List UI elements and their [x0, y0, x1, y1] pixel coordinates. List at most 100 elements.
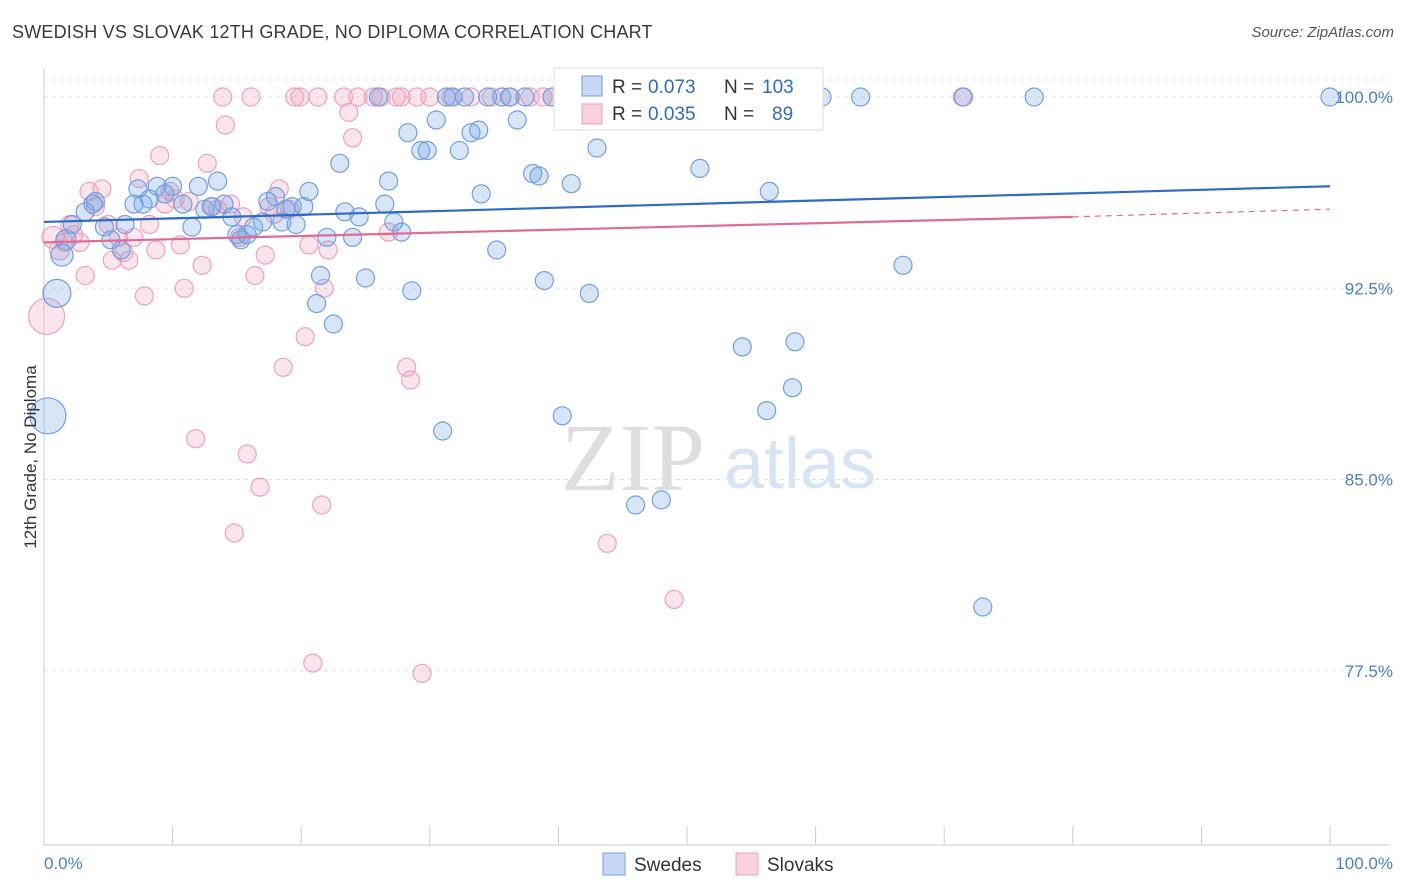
trend-lines [43, 185, 1331, 244]
y-tick-label-0: 100.0% [1335, 88, 1393, 107]
slovaks-point [215, 115, 235, 135]
slovaks-point [348, 87, 368, 107]
swedes-point [343, 227, 363, 247]
swedes-point [426, 110, 446, 130]
bottom-legend-swatch-slovaks [735, 852, 759, 876]
slovaks-point [186, 429, 206, 449]
swedes-point [1024, 87, 1044, 107]
swedes-point [323, 314, 343, 334]
swedes-point [391, 222, 412, 242]
swedes-point [757, 401, 777, 421]
swedes-point [317, 227, 337, 247]
swedes-point [368, 87, 388, 107]
legend-swedes-r-value: 0.073 [648, 77, 696, 98]
swedes-point [759, 181, 779, 201]
slovaks-point [343, 128, 363, 148]
swedes-point [133, 194, 153, 214]
swedes-point [182, 217, 202, 237]
slovaks-point [273, 357, 293, 377]
swedes-point [507, 110, 527, 130]
slovaks-point [391, 87, 412, 107]
slovaks-point [241, 87, 261, 107]
swedes-point [307, 293, 327, 314]
swedes-point [587, 138, 607, 158]
legend-swatch-swedes [581, 75, 603, 97]
x-tick-labels: 0.0% 100.0% [44, 854, 1393, 873]
swedes-point [782, 378, 803, 398]
watermark-zip: ZIP [561, 404, 705, 511]
watermark-atlas: atlas [724, 424, 876, 504]
swedes-point [433, 421, 453, 441]
swedes-point [115, 214, 135, 235]
swedes-point [208, 171, 228, 191]
swedes-point [651, 490, 671, 510]
slovaks-point [213, 87, 233, 107]
swedes-point [398, 123, 418, 143]
swedes-point [163, 176, 183, 196]
swedes-point [1320, 87, 1340, 107]
slovaks-point [129, 169, 149, 189]
swedes-point [515, 87, 535, 107]
axes [43, 68, 1390, 846]
swedes-point [253, 212, 273, 232]
swedes-point [690, 158, 710, 178]
swedes-point [534, 271, 554, 291]
legend-slovaks-r-value: 0.035 [648, 104, 696, 125]
slovaks-point [363, 87, 383, 107]
slovaks-point [237, 444, 257, 464]
y-tick-label-3: 77.5% [1345, 662, 1393, 681]
swedes-point [471, 184, 491, 204]
swedes-point [469, 120, 489, 140]
chart-title: SWEDISH VS SLOVAK 12TH GRADE, NO DIPLOMA… [12, 22, 653, 42]
swedes-point [478, 87, 498, 107]
swedes-point [625, 495, 646, 515]
swedes-point [237, 225, 257, 245]
swedes-point [461, 123, 481, 143]
slovaks-point [146, 240, 166, 260]
swedes-point [454, 87, 475, 107]
swedes-point [55, 229, 77, 251]
swedes-point [111, 240, 131, 260]
swedes-point [785, 332, 805, 352]
slovaks-point [339, 102, 359, 122]
slovaks-point [412, 663, 432, 683]
swedes-point [417, 140, 437, 161]
swedes-point [310, 265, 331, 286]
series-swedes [29, 87, 1340, 617]
slovaks-point [245, 265, 265, 286]
bottom-legend-swedes: Swedes [634, 855, 702, 876]
swedes-point [893, 255, 913, 275]
swedes-point [492, 87, 512, 107]
swedes-point [529, 166, 549, 186]
swedes-point [147, 176, 167, 196]
slovaks-point [597, 533, 617, 553]
swedes-point [402, 281, 422, 301]
swedes-point [85, 191, 106, 212]
swedes-point [552, 406, 572, 426]
swedes-point [335, 202, 355, 222]
swedes-point [487, 240, 507, 260]
slovaks-point [290, 87, 310, 107]
bottom-legend-swatch-swedes [602, 852, 626, 876]
swedes-point [299, 181, 319, 201]
swedes-point [42, 278, 72, 308]
slovaks-point [170, 235, 190, 255]
y-tick-labels: 100.0% 92.5% 85.0% 77.5% [1335, 88, 1393, 681]
swedes-point [349, 207, 369, 227]
swedes-point [499, 87, 520, 107]
slovaks-point [197, 153, 217, 173]
y-tick-label-1: 92.5% [1345, 279, 1393, 298]
x-tick-label-1: 100.0% [1335, 854, 1393, 873]
x-tick-label-0: 0.0% [44, 854, 83, 873]
swedes-point [443, 87, 463, 107]
gridlines [44, 79, 1390, 672]
slovaks-point [192, 255, 212, 275]
y-tick-label-2: 85.0% [1345, 471, 1393, 490]
legend-slovaks-n-value: 89 [772, 104, 793, 125]
legend-swedes-n-label: N = [724, 77, 754, 98]
watermark: ZIP atlas [561, 404, 876, 511]
slovaks-point [134, 286, 154, 306]
bottom-legend: Swedes Slovaks [602, 852, 834, 876]
slovaks-point [75, 265, 95, 286]
swedes-point [244, 217, 264, 237]
